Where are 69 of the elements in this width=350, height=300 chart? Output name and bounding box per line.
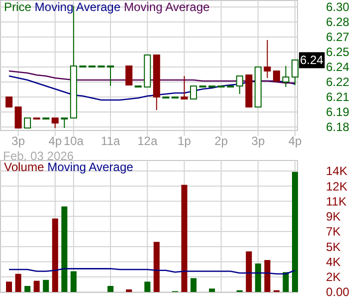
- x-tick-label: 1p: [178, 134, 192, 148]
- y-tick-label: 0.00: [326, 285, 350, 300]
- x-tick-label: 3p: [12, 134, 26, 148]
- x-tick-label: 10a: [64, 134, 84, 148]
- candlestick: [264, 40, 271, 78]
- y-tick-label: 6.21: [326, 90, 350, 104]
- y-tick-label: 6.27: [326, 30, 350, 44]
- bar: [292, 172, 298, 292]
- x-tick-label: 3p: [251, 134, 266, 148]
- bar: [246, 251, 252, 292]
- text: Moving Average: [120, 0, 210, 14]
- x-tick-label: 11a: [100, 134, 120, 148]
- bar: [126, 289, 132, 292]
- y-tick-label: 11K: [326, 194, 346, 208]
- bar: [107, 286, 114, 292]
- y-tick-label: 6.18: [326, 120, 350, 134]
- x-tick-label: 12a: [137, 134, 158, 148]
- candlestick: [180, 76, 188, 100]
- bar: [154, 242, 160, 292]
- y-tick-label: 6.30: [326, 0, 350, 14]
- text: Price: [4, 0, 32, 14]
- x-tick-label: 4p: [288, 134, 302, 148]
- bar: [24, 286, 30, 292]
- bar: [34, 280, 40, 292]
- candlestick: [6, 96, 12, 108]
- candlestick: [60, 118, 68, 128]
- text: Moving Average: [44, 160, 134, 174]
- text: Volume: [4, 160, 44, 174]
- text: Moving Average: [31, 0, 121, 14]
- line-series: [8, 75, 296, 101]
- y-tick-label: 7K: [326, 224, 341, 239]
- y-tick-label: 2K: [326, 270, 341, 284]
- bar: [42, 280, 49, 292]
- candlestick: [236, 76, 244, 94]
- bar: [52, 218, 58, 292]
- bar: [70, 271, 77, 292]
- y-tick-label: 5K: [326, 240, 341, 254]
- candlestick: [273, 70, 280, 82]
- bar: [255, 263, 262, 292]
- candlestick: [24, 118, 31, 128]
- y-tick-label: 6.28: [326, 15, 350, 30]
- bar: [15, 274, 22, 292]
- bar: [181, 184, 188, 292]
- candlestick: [125, 66, 132, 86]
- candlestick: [282, 66, 290, 88]
- x-tick-label: 4p: [48, 134, 62, 148]
- y-tick-label: 6.19: [326, 105, 350, 120]
- candlestick: [14, 106, 22, 128]
- bar: [282, 272, 289, 292]
- x-tick-label: 2p: [214, 134, 228, 148]
- candlestick: [52, 118, 59, 128]
- bar: [190, 278, 197, 292]
- y-tick-label: 4K: [326, 254, 341, 269]
- y-tick-label: 14K: [326, 164, 348, 178]
- bar: [6, 282, 12, 292]
- bar: [144, 282, 150, 292]
- y-tick-label: 9K: [326, 210, 341, 224]
- y-tick-label: 6.25: [326, 45, 350, 60]
- y-tick-label: 6.22: [326, 75, 350, 90]
- candlestick: [106, 66, 114, 86]
- bar: [264, 260, 270, 292]
- bar: [208, 288, 215, 292]
- bar: [61, 206, 68, 292]
- candlestick: [190, 86, 198, 100]
- candlestick: [292, 60, 298, 86]
- y-tick-label: 12K: [326, 179, 348, 194]
- annotation: 6.24: [300, 53, 324, 68]
- text: Feb, 03 2026: [3, 149, 74, 163]
- y-tick-label: 6.24: [326, 60, 350, 74]
